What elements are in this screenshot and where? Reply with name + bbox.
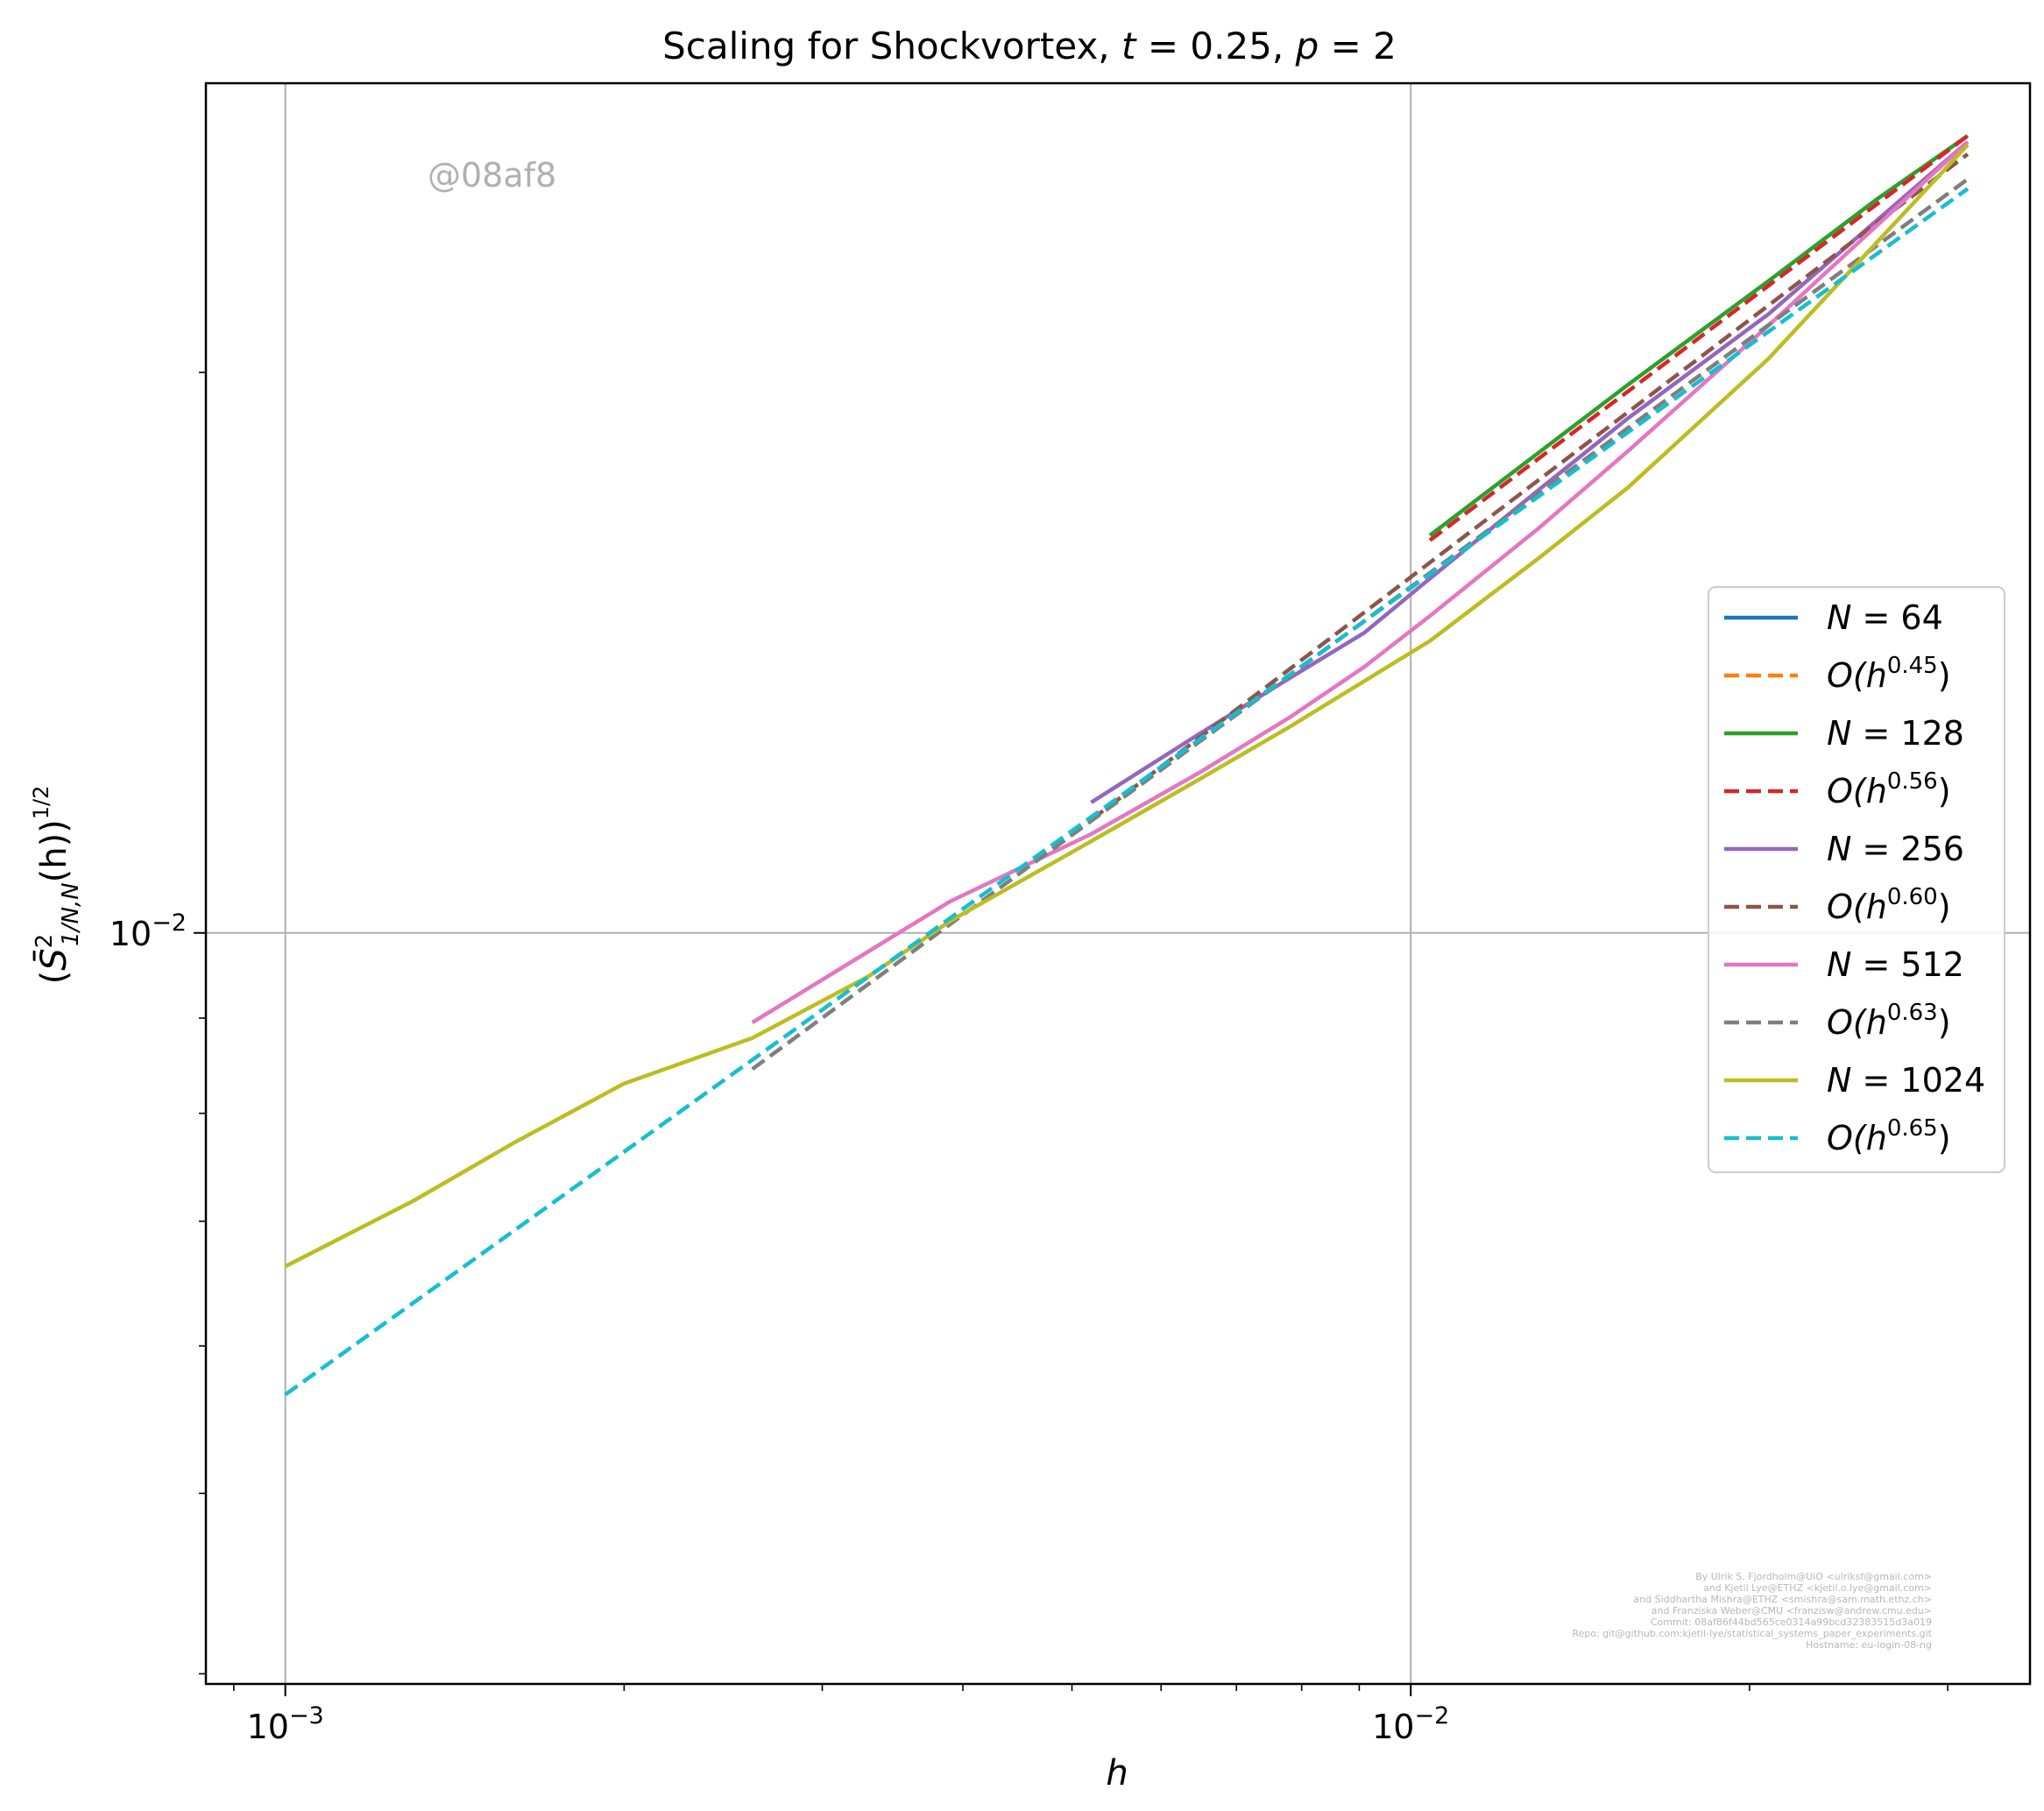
credit-line: Repo: git@github.com:kjetil-lye/statisti… — [1572, 1628, 1932, 1639]
x-axis-label: h — [1106, 1753, 1128, 1793]
watermark: @08af8 — [428, 156, 556, 195]
legend-entry: N = 64 — [1724, 598, 1943, 637]
series-line-o-h-0-60 — [1090, 152, 1970, 822]
credit-line: By Ulrik S. Fjordholm@UiO <ulriksf@gmail… — [1695, 1571, 1932, 1582]
x-tick-label: 10−2 — [1372, 1702, 1449, 1746]
legend-entry: N = 128 — [1724, 714, 1964, 753]
legend-label: O(h0.60) — [1827, 884, 1951, 926]
plot-frame — [204, 81, 2032, 1686]
series-line-n-128 — [1428, 134, 1970, 537]
legend-entry: O(h0.60) — [1724, 884, 1951, 926]
credit-line: and Kjetil Lye@ETHZ <kjetil.o.lye@gmail.… — [1703, 1582, 1932, 1594]
series-line-n-256 — [1090, 140, 1970, 804]
legend-label: N = 256 — [1827, 830, 1964, 868]
legend-label: N = 128 — [1827, 714, 1964, 753]
legend-entry: O(h0.63) — [1724, 1000, 1951, 1042]
chart-title: Scaling for Shockvortex, t = 0.25, p = 2 — [662, 25, 1397, 67]
series-line-o-h-0-56 — [1428, 134, 1970, 542]
series-line-n-1024 — [284, 143, 1970, 1269]
legend-entry: N = 1024 — [1724, 1061, 1985, 1100]
legend-label: O(h0.56) — [1827, 768, 1951, 810]
credit-line: Hostname: eu-login-08-ng — [1806, 1639, 1932, 1651]
credit-line: and Siddhartha Mishra@ETHZ <smishra@sam.… — [1633, 1594, 1932, 1605]
credits-text: By Ulrik S. Fjordholm@UiO <ulriksf@gmail… — [1572, 1571, 1932, 1651]
legend-entry: O(h0.56) — [1724, 768, 1951, 810]
legend-label: O(h0.45) — [1827, 653, 1951, 695]
legend-entry: O(h0.45) — [1724, 653, 1951, 695]
legend-entry: N = 512 — [1724, 945, 1964, 984]
legend-entry: N = 256 — [1724, 830, 1964, 868]
axis-ticks: 10−3 10−2 10−2 — [110, 371, 1949, 1746]
legend-label: N = 64 — [1827, 598, 1943, 637]
legend: N = 64 O(h0.45) N = 128 O(h0.56) N = 256 O(h0… — [1708, 586, 2005, 1173]
x-tick-label: 10−3 — [247, 1702, 324, 1746]
credit-line: and Franziska Weber@CMU <franzisw@andrew… — [1651, 1605, 1932, 1616]
legend-label: O(h0.65) — [1827, 1115, 1951, 1157]
y-axis-label: (S̄21/N,N(h))1/2 — [29, 786, 84, 985]
y-tick-label: 10−2 — [110, 909, 187, 953]
credit-line: Commit: 08af86f44bd565ce0314a99bcd323835… — [1651, 1616, 1932, 1628]
series-line-o-h-0-65 — [284, 187, 1970, 1397]
legend-label: N = 1024 — [1827, 1061, 1985, 1100]
series-lines — [284, 134, 1970, 1397]
legend-label: O(h0.63) — [1827, 1000, 1951, 1042]
legend-label: N = 512 — [1827, 945, 1964, 984]
legend-entry: O(h0.65) — [1724, 1115, 1951, 1157]
